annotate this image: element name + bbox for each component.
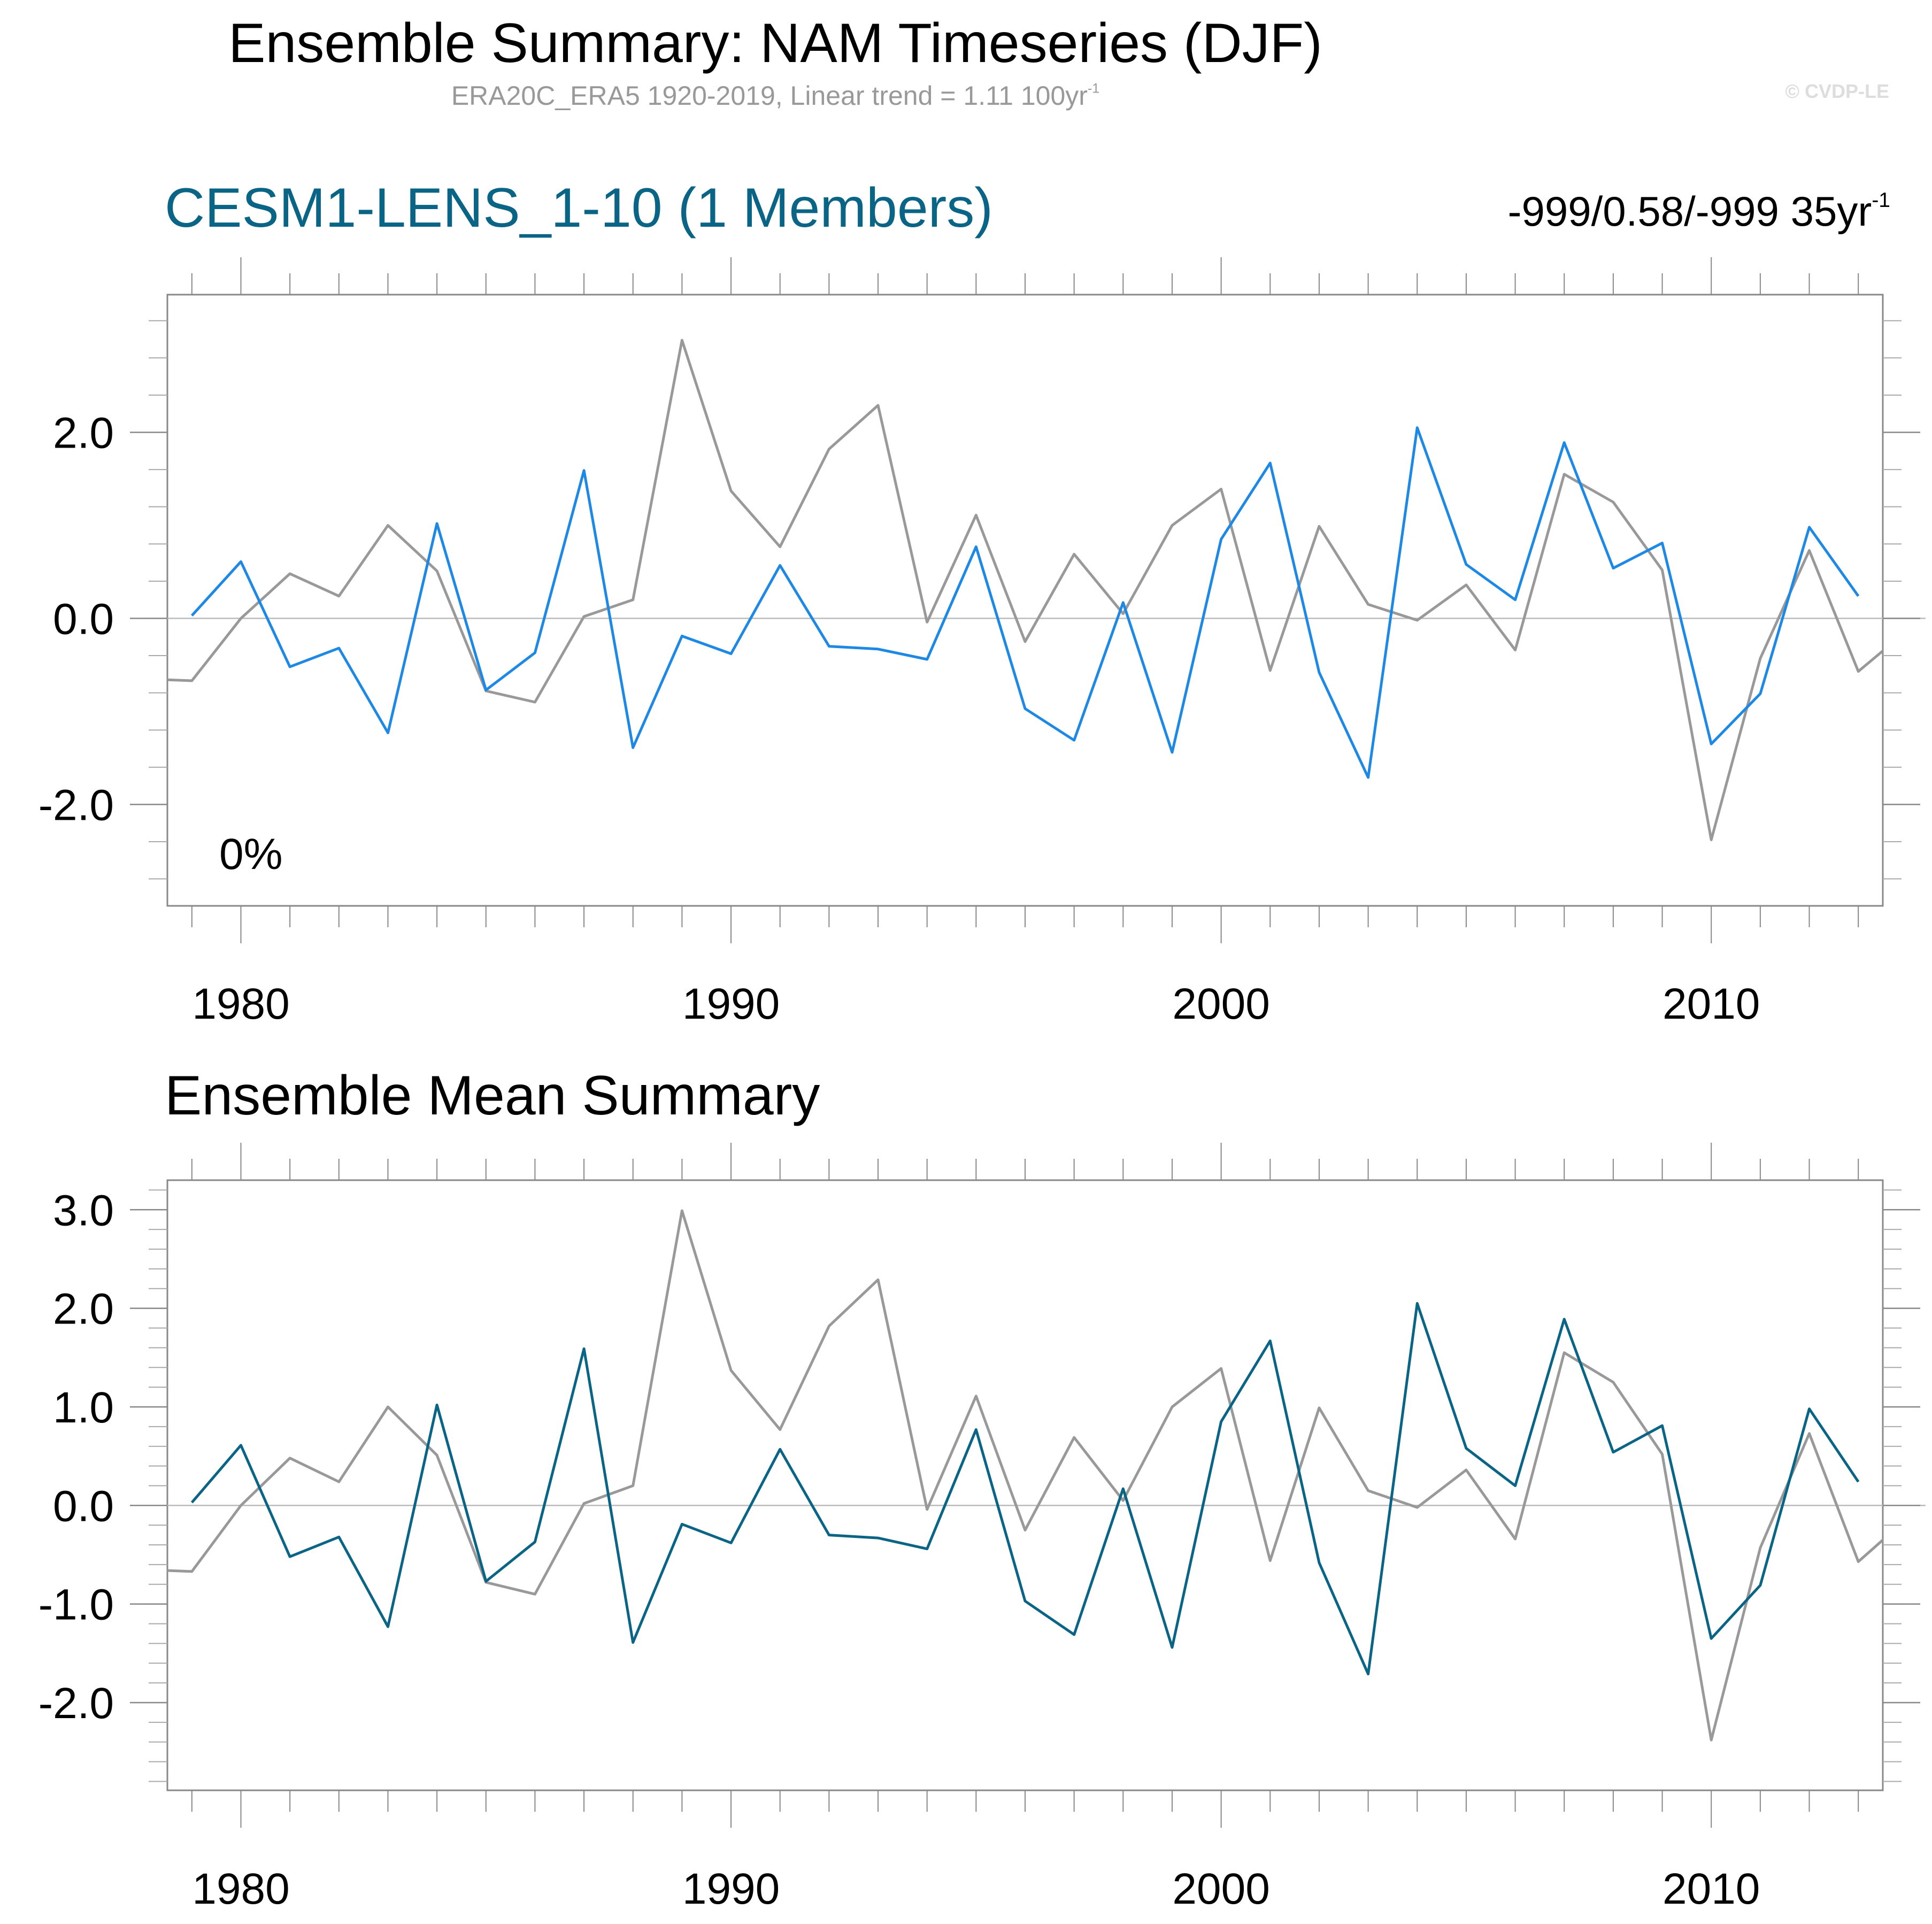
panel1-model-series-line: [190, 426, 1860, 779]
panel1-ytick-label: -2.0: [39, 781, 114, 829]
panel2-chart: 1980 1990 2000 2010 -2.0 -1.0 0.0 1.0 2.0 3.0: [39, 1143, 1926, 1913]
panel1-plot-frame: [166, 294, 1884, 907]
panel1-title: CESM1-LENS_1-10 (1 Members): [165, 177, 993, 239]
figure-title-text: Ensemble Summary: NAM Timeseries (DJF): [228, 12, 1322, 74]
panel1-xtick-label: 2010: [1662, 980, 1760, 1028]
panel2-obs-series-line: [167, 1209, 1883, 1742]
panel1-trend-stats: -999/0.58/-999 35yr-1: [1508, 187, 1890, 236]
panel1-ytick-label: 2.0: [53, 409, 114, 457]
panel1-ytick-label: 0.0: [53, 595, 114, 643]
panel1-obs-series-line: [167, 338, 1883, 841]
panel1-xtick-label: 1980: [192, 980, 289, 1028]
panel1-percent-annotation: 0%: [219, 830, 283, 879]
panel2-ytick-label: 0.0: [53, 1482, 114, 1530]
figure-subtitle: ERA20C_ERA5 1920-2019, Linear trend = 1.…: [0, 80, 1551, 111]
panel2-xtick-label: 2000: [1172, 1865, 1269, 1913]
panel1-xtick-label: 2000: [1172, 980, 1269, 1028]
panel2-ytick-label: 2.0: [53, 1285, 114, 1334]
panel2-xtick-label: 1980: [192, 1865, 289, 1913]
figure-subtitle-superscript: -1: [1087, 81, 1100, 96]
figure-title: Ensemble Summary: NAM Timeseries (DJF): [0, 12, 1551, 75]
panel2-xtick-label: 1990: [682, 1865, 780, 1913]
panel1-xtick-label: 1990: [682, 980, 780, 1028]
panel2-ytick-label: 3.0: [53, 1186, 114, 1235]
panel2-ytick-label: 1.0: [53, 1383, 114, 1432]
panel2-ytick-label: -2.0: [39, 1679, 114, 1728]
panel2-ytick-label: -1.0: [39, 1581, 114, 1629]
panel1-chart: 1980 1990 2000 2010 -2.0 0.0 2.0: [39, 257, 1926, 1028]
panel2-plot-frame: [166, 1179, 1884, 1791]
panel2-model-series-line: [190, 1302, 1860, 1675]
panel2-title: Ensemble Mean Summary: [165, 1065, 820, 1127]
panel2-xtick-label: 2010: [1662, 1865, 1760, 1913]
panel1-stats-superscript: -1: [1872, 188, 1890, 212]
panel1-stats-text: -999/0.58/-999 35yr: [1507, 188, 1872, 235]
figure-subtitle-text: ERA20C_ERA5 1920-2019, Linear trend = 1.…: [451, 81, 1088, 111]
copyright-label: © CVDP-LE: [1785, 80, 1889, 102]
